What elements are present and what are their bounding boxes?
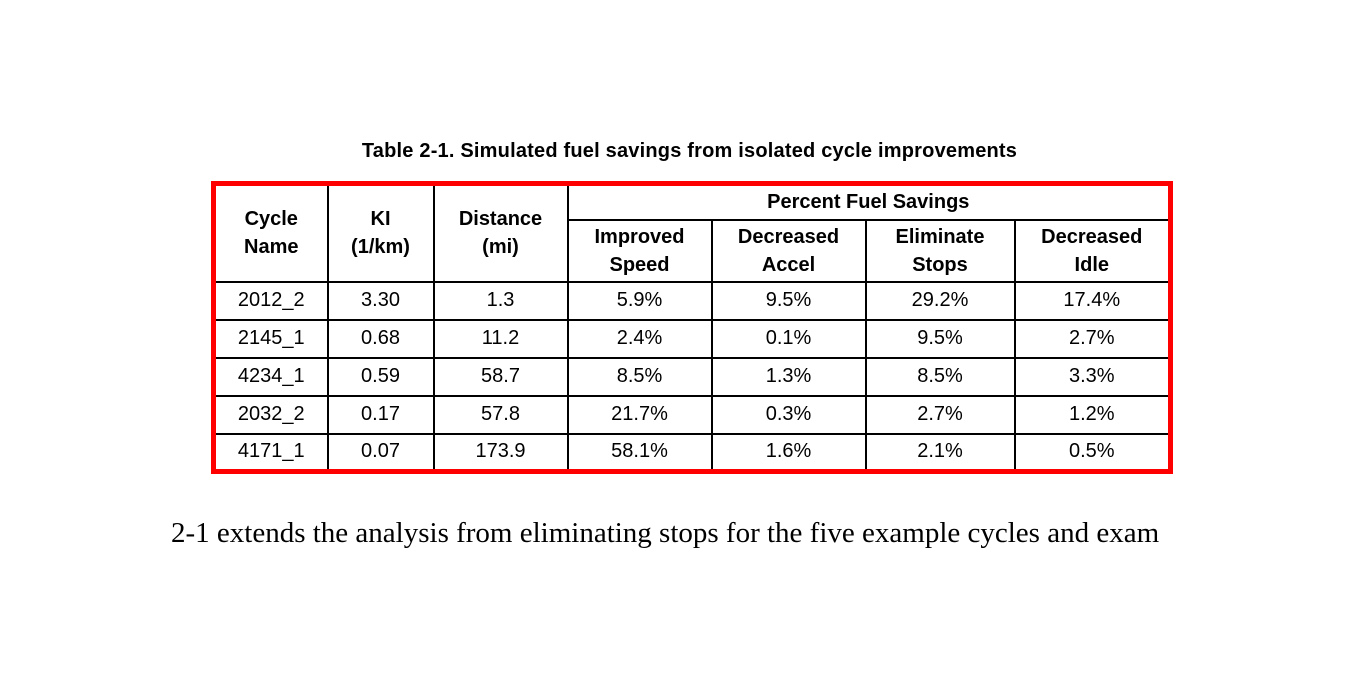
cell-improved-speed: 58.1% <box>566 432 713 473</box>
group-header-percent-fuel-savings: Percent Fuel Savings <box>566 182 1172 221</box>
col-header-distance: Distance (mi) <box>432 182 569 283</box>
body-text: 2-1 extends the analysis from eliminatin… <box>171 517 1160 549</box>
cell-eliminate-stops: 2.7% <box>864 394 1016 435</box>
cell-decreased-idle: 1.2% <box>1013 394 1172 435</box>
table-row: 4171_1 0.07 173.9 58.1% 1.6% 2.1% 0.5% <box>212 432 1172 473</box>
cell-distance: 58.7 <box>432 356 569 397</box>
cell-improved-speed: 8.5% <box>566 356 713 397</box>
cell-decreased-idle: 3.3% <box>1013 356 1172 397</box>
cell-distance: 173.9 <box>432 432 569 473</box>
cell-ki: 0.68 <box>326 318 435 359</box>
col-header-decreased-idle: Decreased Idle <box>1013 218 1172 283</box>
cell-decreased-accel: 9.5% <box>710 280 867 321</box>
col-header-cycle-name: Cycle Name <box>212 182 329 283</box>
table-row: 2012_2 3.30 1.3 5.9% 9.5% 29.2% 17.4% <box>212 280 1172 321</box>
table-row: 4234_1 0.59 58.7 8.5% 1.3% 8.5% 3.3% <box>212 356 1172 397</box>
cell-distance: 11.2 <box>432 318 569 359</box>
cell-ki: 0.07 <box>326 432 435 473</box>
cell-decreased-accel: 1.3% <box>710 356 867 397</box>
cell-decreased-idle: 0.5% <box>1013 432 1172 473</box>
cell-decreased-accel: 0.3% <box>710 394 867 435</box>
cell-ki: 0.59 <box>326 356 435 397</box>
cell-cycle-name: 2012_2 <box>212 280 329 321</box>
cell-decreased-accel: 1.6% <box>710 432 867 473</box>
cell-improved-speed: 5.9% <box>566 280 713 321</box>
fuel-savings-table: Cycle Name KI (1/km) Distance (mi) Perce… <box>211 181 1174 474</box>
cell-ki: 0.17 <box>326 394 435 435</box>
cell-cycle-name: 4234_1 <box>212 356 329 397</box>
cell-eliminate-stops: 2.1% <box>864 432 1016 473</box>
cell-decreased-idle: 2.7% <box>1013 318 1172 359</box>
cell-cycle-name: 2032_2 <box>212 394 329 435</box>
cell-improved-speed: 2.4% <box>566 318 713 359</box>
cell-ki: 3.30 <box>326 280 435 321</box>
cell-cycle-name: 2145_1 <box>212 318 329 359</box>
cell-decreased-idle: 17.4% <box>1013 280 1172 321</box>
col-header-eliminate-stops: Eliminate Stops <box>864 218 1016 283</box>
cell-distance: 1.3 <box>432 280 569 321</box>
col-header-ki: KI (1/km) <box>326 182 435 283</box>
col-header-improved-speed: Improved Speed <box>566 218 713 283</box>
table-row: 2145_1 0.68 11.2 2.4% 0.1% 9.5% 2.7% <box>212 318 1172 359</box>
cell-distance: 57.8 <box>432 394 569 435</box>
cell-eliminate-stops: 29.2% <box>864 280 1016 321</box>
cell-decreased-accel: 0.1% <box>710 318 867 359</box>
table-caption: Table 2-1. Simulated fuel savings from i… <box>361 140 1018 162</box>
col-header-decreased-accel: Decreased Accel <box>710 218 867 283</box>
cell-cycle-name: 4171_1 <box>212 432 329 473</box>
table-row: 2032_2 0.17 57.8 21.7% 0.3% 2.7% 1.2% <box>212 394 1172 435</box>
cell-eliminate-stops: 8.5% <box>864 356 1016 397</box>
cell-improved-speed: 21.7% <box>566 394 713 435</box>
cell-eliminate-stops: 9.5% <box>864 318 1016 359</box>
